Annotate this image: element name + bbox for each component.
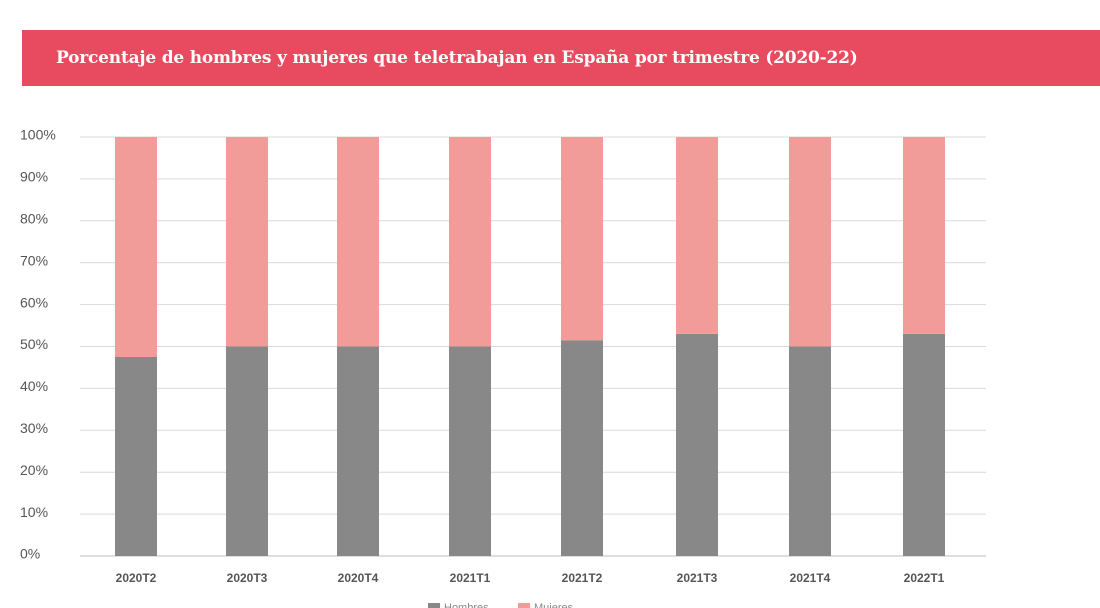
x-tick-label: 2021T3 — [677, 571, 718, 585]
x-tick-label: 2020T3 — [227, 571, 268, 585]
bar-segment-hombres — [449, 346, 491, 556]
x-tick-label: 2022T1 — [904, 571, 945, 585]
y-tick-label: 70% — [20, 252, 48, 268]
bar-segment-hombres — [903, 333, 945, 556]
y-tick-label: 90% — [20, 169, 48, 185]
bar-segment-hombres — [561, 340, 603, 556]
legend-swatch — [518, 603, 530, 608]
legend-label: Mujeres — [534, 602, 574, 608]
y-tick-label: 50% — [20, 336, 48, 352]
y-tick-label: 30% — [20, 420, 48, 436]
y-tick-label: 20% — [20, 462, 48, 478]
y-tick-label: 100% — [20, 127, 56, 143]
x-tick-label: 2020T4 — [338, 571, 379, 585]
bar-segment-hombres — [337, 346, 379, 556]
bar-segment-mujeres — [337, 137, 379, 347]
bar-segment-mujeres — [789, 137, 831, 347]
y-tick-label: 0% — [20, 546, 40, 562]
legend-label: Hombres — [444, 602, 489, 608]
y-tick-label: 60% — [20, 294, 48, 310]
y-tick-label: 10% — [20, 504, 48, 520]
x-tick-label: 2021T4 — [790, 571, 831, 585]
bar-segment-hombres — [226, 346, 268, 556]
y-tick-label: 80% — [20, 211, 48, 227]
chart-title-bar: Porcentaje de hombres y mujeres que tele… — [22, 30, 1100, 86]
y-tick-label: 40% — [20, 378, 48, 394]
x-tick-label: 2021T1 — [450, 571, 491, 585]
bar-segment-mujeres — [115, 137, 157, 357]
bar-segment-hombres — [115, 356, 157, 556]
bar-segment-hombres — [676, 333, 718, 556]
bar-segment-mujeres — [561, 137, 603, 341]
legend-swatch — [428, 603, 440, 608]
bar-segment-mujeres — [903, 137, 945, 334]
bar-segment-mujeres — [676, 137, 718, 334]
bar-segment-mujeres — [449, 137, 491, 347]
chart-title: Porcentaje de hombres y mujeres que tele… — [56, 48, 858, 68]
x-tick-label: 2021T2 — [562, 571, 603, 585]
bar-segment-mujeres — [226, 137, 268, 347]
x-tick-label: 2020T2 — [116, 571, 157, 585]
bar-segment-hombres — [789, 346, 831, 556]
